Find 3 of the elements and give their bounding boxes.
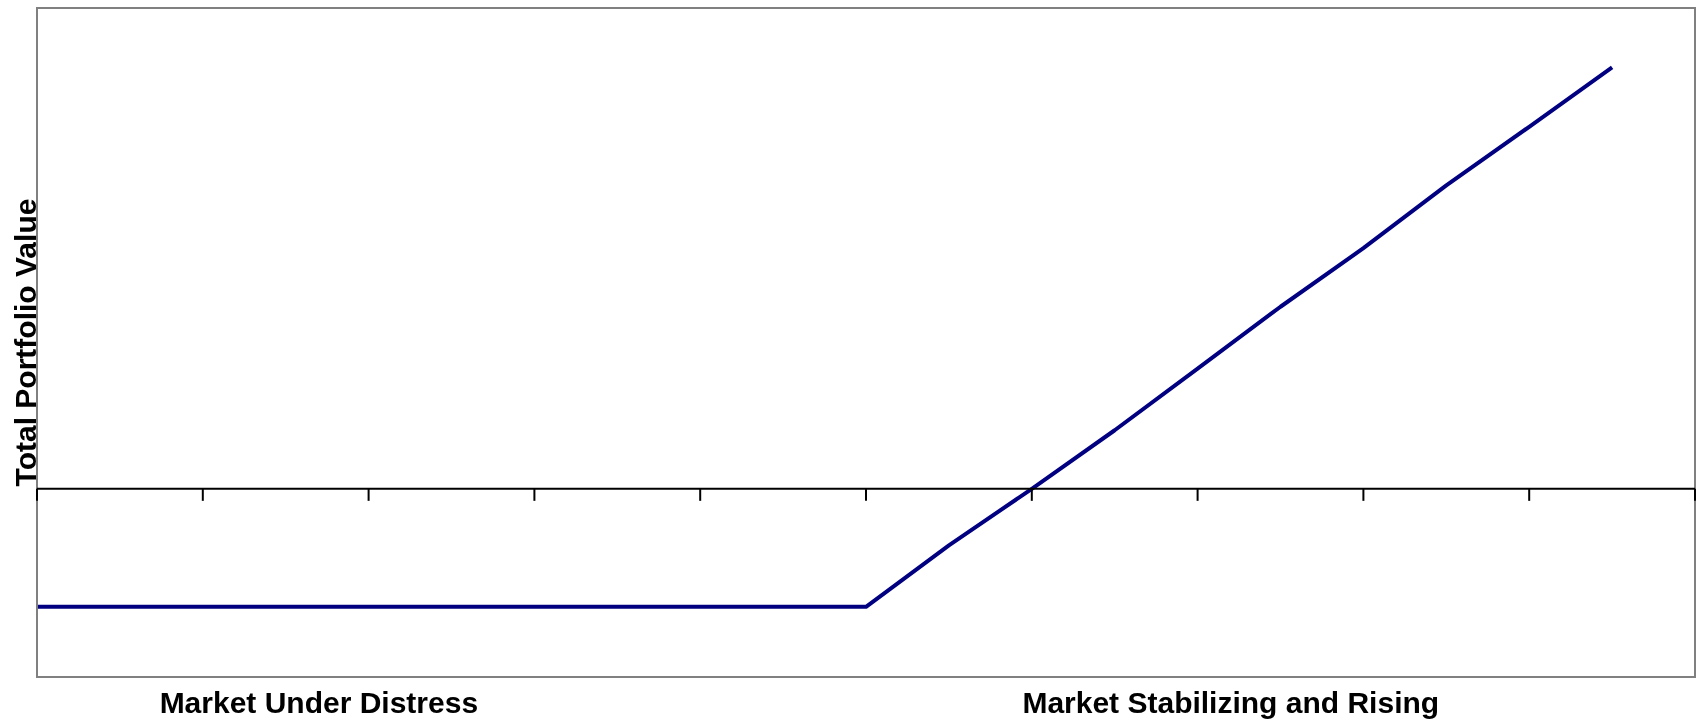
- text: Market Under Distress: [159, 686, 479, 720]
- text: Market Stabilizing and Rising: [1022, 686, 1440, 720]
- y-axis-title: Total Portfolio Value: [9, 198, 43, 487]
